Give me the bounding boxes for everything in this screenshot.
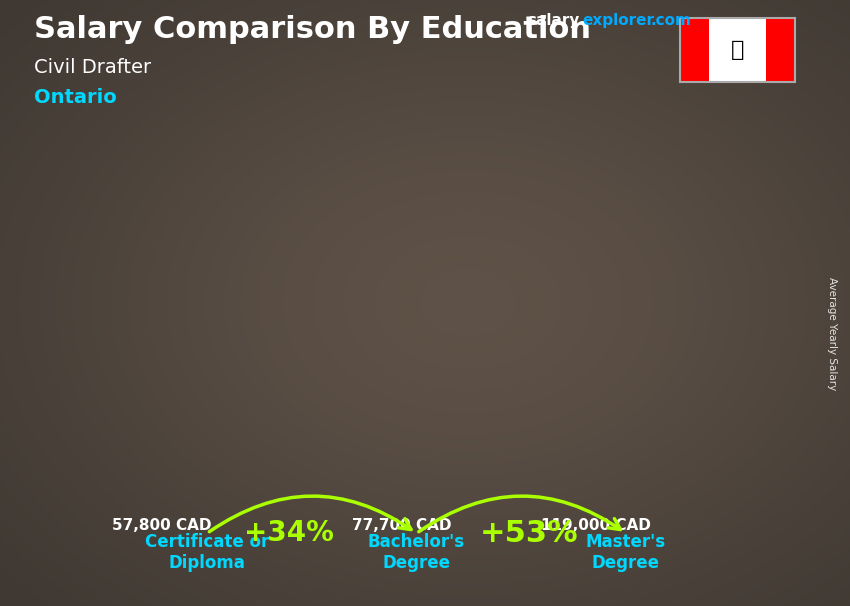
Text: Civil Drafter: Civil Drafter	[34, 58, 151, 76]
Text: Average Yearly Salary: Average Yearly Salary	[827, 277, 837, 390]
Text: Ontario: Ontario	[34, 88, 116, 107]
Text: 77,700 CAD: 77,700 CAD	[352, 518, 451, 533]
Text: Master's
Degree: Master's Degree	[586, 533, 666, 572]
Text: Bachelor's
Degree: Bachelor's Degree	[368, 533, 465, 572]
Text: 🍁: 🍁	[731, 40, 744, 60]
Text: 57,800 CAD: 57,800 CAD	[112, 518, 212, 533]
Text: explorer: explorer	[582, 13, 654, 28]
Text: 119,000 CAD: 119,000 CAD	[541, 518, 651, 533]
Text: .com: .com	[650, 13, 691, 28]
Text: +34%: +34%	[245, 519, 334, 547]
Polygon shape	[766, 18, 795, 82]
Polygon shape	[680, 18, 709, 82]
Polygon shape	[709, 18, 766, 82]
Text: Salary Comparison By Education: Salary Comparison By Education	[34, 15, 591, 44]
Text: Certificate or
Diploma: Certificate or Diploma	[145, 533, 269, 572]
Text: +53%: +53%	[479, 519, 578, 548]
Text: salary: salary	[527, 13, 580, 28]
